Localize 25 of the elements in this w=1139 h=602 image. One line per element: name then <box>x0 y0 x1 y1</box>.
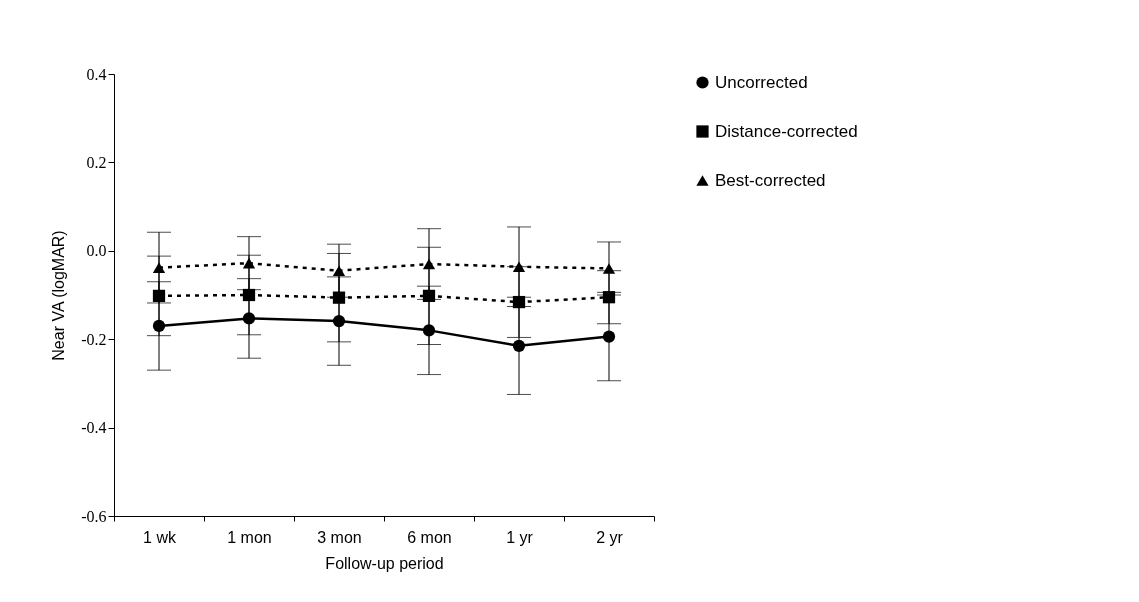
point <box>242 257 256 269</box>
x-tick-label: 2 yr <box>596 528 624 546</box>
legend-label: Best-corrected <box>715 170 826 190</box>
point <box>332 265 346 276</box>
x-axis-title: Follow-up period <box>325 554 444 572</box>
y-axis-title: Near VA (logMAR) <box>50 230 68 361</box>
point <box>152 262 166 273</box>
y-tick-label: 0.0 <box>86 242 107 260</box>
legend-label: Uncorrected <box>715 72 808 92</box>
legend-label: Distance-corrected <box>715 121 858 141</box>
y-tick-label: 0.2 <box>86 153 107 171</box>
x-tick-label: 1 wk <box>143 528 177 546</box>
y-tick-label: -0.6 <box>81 507 107 525</box>
y-tick-label: -0.4 <box>81 419 107 437</box>
y-tick-label: -0.2 <box>81 330 107 348</box>
point <box>602 330 616 343</box>
point <box>422 258 436 270</box>
point <box>512 261 526 273</box>
x-tick-label: 1 mon <box>227 528 272 546</box>
x-tick-label: 3 mon <box>317 528 362 546</box>
point <box>602 263 616 274</box>
x-tick-label: 1 yr <box>506 528 534 546</box>
x-tick-label: 6 mon <box>407 528 452 546</box>
point <box>512 339 526 352</box>
y-tick-label: 0.4 <box>86 65 107 83</box>
